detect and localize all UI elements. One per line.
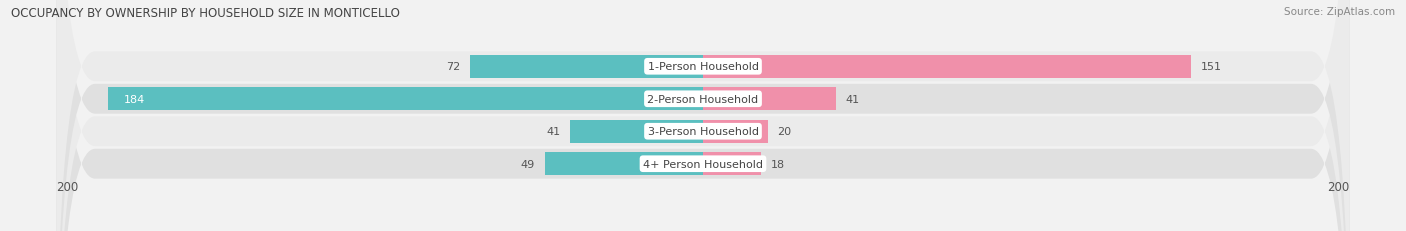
Text: OCCUPANCY BY OWNERSHIP BY HOUSEHOLD SIZE IN MONTICELLO: OCCUPANCY BY OWNERSHIP BY HOUSEHOLD SIZE… [11,7,401,20]
Text: 200: 200 [56,180,79,193]
Bar [703,55,1191,79]
Text: 200: 200 [1327,180,1350,193]
Text: 41: 41 [547,127,561,137]
Text: 1-Person Household: 1-Person Household [648,62,758,72]
Text: 3-Person Household: 3-Person Household [648,127,758,137]
Bar [108,88,703,111]
Text: 20: 20 [778,127,792,137]
Text: 18: 18 [770,159,785,169]
Text: 184: 184 [124,94,145,104]
Bar [571,120,703,143]
Text: 151: 151 [1201,62,1222,72]
FancyBboxPatch shape [56,0,1350,231]
Bar [703,120,768,143]
Text: 49: 49 [520,159,534,169]
FancyBboxPatch shape [56,0,1350,231]
FancyBboxPatch shape [56,0,1350,231]
Bar [544,152,703,176]
Text: 41: 41 [845,94,859,104]
Text: Source: ZipAtlas.com: Source: ZipAtlas.com [1284,7,1395,17]
Bar [703,152,761,176]
Text: 2-Person Household: 2-Person Household [647,94,759,104]
FancyBboxPatch shape [56,0,1350,231]
Bar [703,88,835,111]
Text: 4+ Person Household: 4+ Person Household [643,159,763,169]
Bar [470,55,703,79]
Text: 72: 72 [446,62,461,72]
